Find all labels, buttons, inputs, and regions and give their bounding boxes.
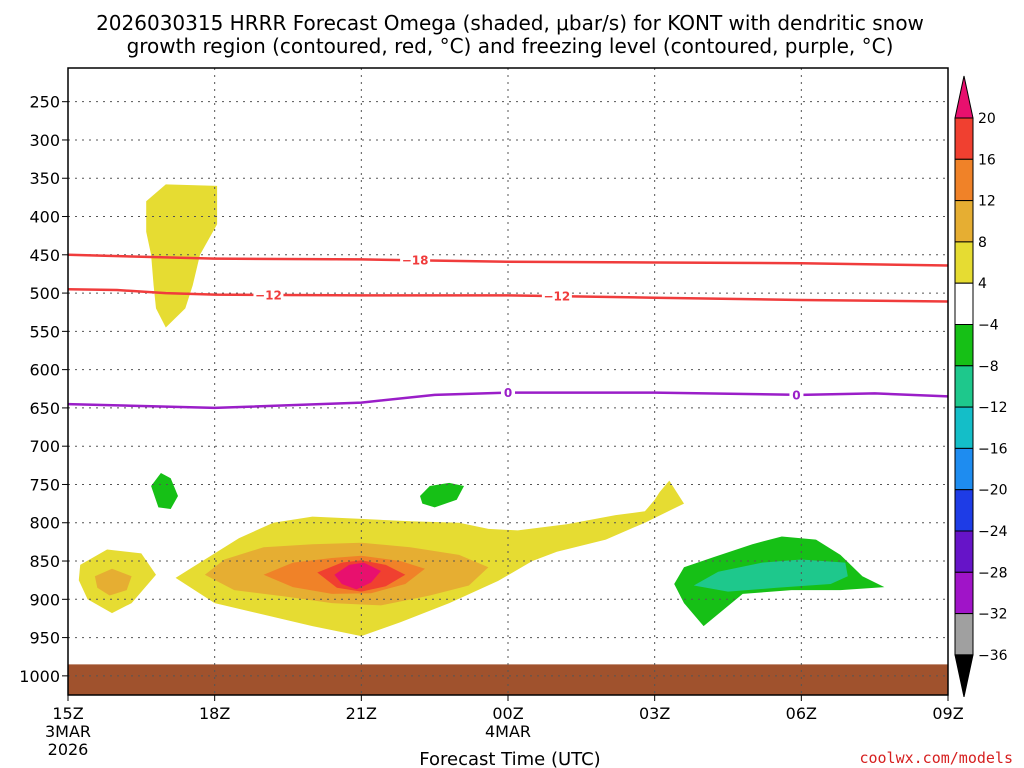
dgz-minus12-label-bg-1: [541, 289, 572, 304]
colorbar-band-4: [954, 241, 974, 284]
dgz-minus12-label-bg-0: [253, 287, 284, 302]
dgz-minus18-line: [67, 253, 949, 267]
colorbar-label-5: −4: [978, 318, 999, 334]
colorbar-band-5: [954, 282, 974, 326]
y-tick-label-350: 350: [29, 169, 60, 188]
dgz-minus12-label-0: −12: [255, 288, 282, 302]
colorbar-arrow-bottom: [954, 654, 974, 698]
y-tick-label-400: 400: [29, 208, 60, 227]
colorbar-label-4: 4: [978, 276, 987, 292]
colorbar-band-9: [954, 447, 974, 491]
omega-shaded-regions: [78, 184, 885, 637]
colorbar-arrow-top: [954, 75, 974, 119]
x-tick-sublabel-00Z: 4MAR: [485, 722, 531, 741]
colorbar-label-11: −28: [978, 565, 1008, 581]
chart-title-line1: 2026030315 HRRR Forecast Omega (shaded, …: [96, 11, 924, 35]
x-tick-label-03Z: 03Z: [639, 704, 670, 723]
x-tick-label-06Z: 06Z: [786, 704, 817, 723]
y-tick-label-300: 300: [29, 131, 60, 150]
colorbar-band-12: [954, 571, 974, 615]
colorbar-label-13: −36: [978, 648, 1008, 664]
x-tick-label-09Z: 09Z: [932, 704, 963, 723]
colorbar-band-11: [954, 530, 974, 573]
x-tick-label-21Z: 21Z: [346, 704, 377, 723]
y-tick-label-750: 750: [29, 475, 60, 494]
dgz-minus12-label-1: −12: [544, 290, 571, 304]
colorbar-band-10: [954, 489, 974, 532]
y-tick-label-550: 550: [29, 322, 60, 341]
y-tick-label-800: 800: [29, 514, 60, 533]
y-tick-label-700: 700: [29, 437, 60, 456]
colorbar-label-7: −12: [978, 400, 1008, 416]
colorbar-band-2: [954, 158, 974, 202]
x-tick-label-15Z: 15Z: [52, 704, 83, 723]
colorbar: 20 16 12 8 4 −4 −8 −12 −16 −20 −24 −28 −32 −36: [954, 75, 1008, 698]
colorbar-label-0: 20: [978, 111, 996, 127]
plot-area: −18 −12 −12 0 0: [67, 67, 949, 696]
y-tick-label-600: 600: [29, 361, 60, 380]
colorbar-band-7: [954, 365, 974, 408]
y-tick-label-1000: 1000: [19, 667, 60, 686]
omega-plus8-left: [94, 568, 132, 596]
y-tick-label-250: 250: [29, 93, 60, 112]
freezing-level-0-label-0: 0: [504, 386, 512, 400]
colorbar-band-1: [954, 117, 974, 160]
colorbar-band-13: [954, 613, 974, 656]
omega-minus4-small-mid: [420, 482, 464, 508]
x-tick-year-15Z: 2026: [48, 740, 89, 759]
colorbar-label-6: −8: [978, 359, 999, 375]
colorbar-label-3: 8: [978, 235, 987, 251]
omega-plus20-main: [334, 562, 381, 590]
dgz-minus18-label-0: −18: [402, 254, 429, 268]
colorbar-band-8: [954, 406, 974, 449]
chart-title-line2: growth region (contoured, red, °C) and f…: [127, 34, 894, 58]
freezing-level-0-label-bg-1: [789, 387, 804, 402]
omega-minus4-small-left: [151, 473, 178, 509]
freezing-level-0-label-bg-0: [501, 385, 515, 400]
dgz-minus12-line: [67, 287, 949, 303]
colorbar-label-10: −24: [978, 524, 1008, 540]
terrain-ground: [68, 664, 948, 695]
y-tick-label-650: 650: [29, 399, 60, 418]
x-tick-label-00Z: 00Z: [492, 704, 523, 723]
x-tick-label-18Z: 18Z: [199, 704, 230, 723]
contour-lines: −18 −12 −12 0 0: [67, 253, 949, 410]
y-tick-label-900: 900: [29, 590, 60, 609]
omega-minus8-right: [693, 559, 848, 592]
colorbar-label-1: 16: [978, 152, 996, 168]
x-tick-sublabel-15Z: 3MAR: [45, 722, 91, 741]
credit-text: coolwx.com/models: [859, 749, 1013, 767]
colorbar-label-12: −32: [978, 607, 1008, 623]
dgz-minus18-label-bg-0: [400, 253, 431, 268]
colorbar-band-3: [954, 200, 974, 243]
y-tick-label-450: 450: [29, 246, 60, 265]
colorbar-label-8: −16: [978, 441, 1008, 457]
y-tick-label-850: 850: [29, 552, 60, 571]
colorbar-label-9: −20: [978, 483, 1008, 499]
y-axis-ticks: 250 300 350 400 450 500 550 600 650 700 750 800 850 9…: [19, 93, 68, 686]
colorbar-label-2: 12: [978, 194, 996, 210]
y-tick-label-950: 950: [29, 629, 60, 648]
x-axis-label: Forecast Time (UTC): [419, 749, 600, 768]
y-tick-label-500: 500: [29, 284, 60, 303]
colorbar-band-6: [954, 324, 974, 367]
freezing-level-0-label-1: 0: [792, 388, 800, 402]
omega-plus4-upper: [146, 184, 218, 328]
